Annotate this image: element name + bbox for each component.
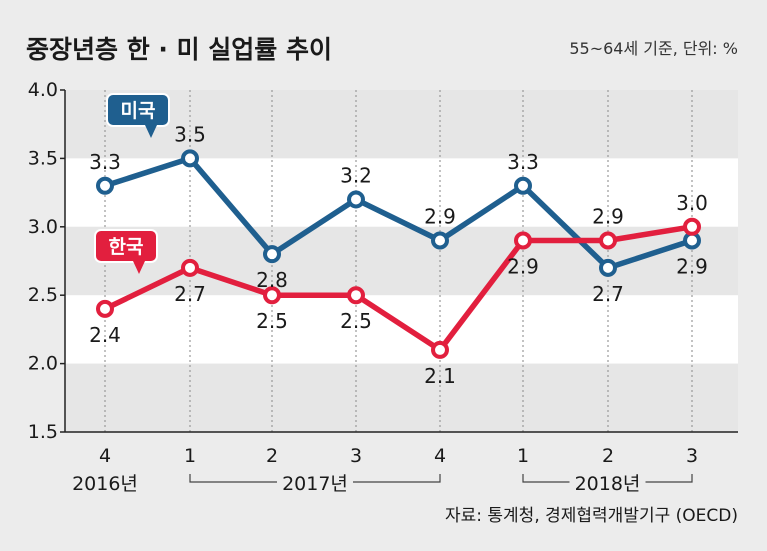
- x-tick-label: 4: [434, 445, 446, 467]
- x-tick-label: 1: [184, 445, 196, 467]
- y-tick-label: 2.0: [28, 353, 58, 375]
- series-callout-pointer: [133, 261, 145, 274]
- x-tick-label: 3: [350, 445, 362, 467]
- data-label-us: 3.2: [340, 163, 372, 187]
- year-label: 2018년: [575, 473, 641, 495]
- data-label-korea: 2.9: [507, 254, 539, 278]
- series-callout-box: [94, 229, 158, 263]
- data-label-us: 2.9: [424, 204, 456, 228]
- year-group-labels: 2016년 2017년 2018년: [72, 470, 693, 495]
- data-label-us: 2.9: [676, 254, 708, 278]
- unit-note: 55~64세 기준, 단위: %: [569, 39, 738, 58]
- x-tick-label: 2: [602, 445, 614, 467]
- series-name: 한국: [109, 236, 144, 258]
- series-line-korea: [103, 224, 693, 353]
- y-tick-label: 3.0: [28, 216, 58, 238]
- data-label-korea: 2.1: [424, 364, 456, 388]
- data-label-us: 2.7: [592, 282, 624, 306]
- series-callout-pointer: [145, 125, 157, 138]
- data-label-korea: 2.9: [592, 204, 624, 228]
- data-label-us: 3.3: [89, 150, 121, 174]
- data-label-korea: 2.5: [340, 309, 372, 333]
- x-tick-label: 4: [99, 445, 111, 467]
- data-point-us: [514, 176, 532, 195]
- grid-band: [65, 295, 738, 364]
- year-label: 2016년: [72, 473, 138, 495]
- data-label-us: 3.5: [174, 122, 206, 146]
- series-points: [96, 149, 701, 359]
- series-callout-box: [106, 93, 170, 127]
- x-tick-label: 2: [266, 445, 278, 467]
- data-point-us: [431, 231, 449, 250]
- grid-band: [65, 158, 738, 227]
- year-label-bg: [569, 470, 646, 494]
- y-tick-label: 3.5: [28, 147, 58, 169]
- x-tick-label: 1: [517, 445, 529, 467]
- year-label-bg: [277, 470, 353, 494]
- data-point-korea: [263, 286, 281, 305]
- data-point-korea: [514, 231, 532, 250]
- data-label-us: 3.3: [507, 150, 539, 174]
- data-label-korea: 2.5: [256, 309, 288, 333]
- data-point-korea: [347, 286, 365, 305]
- y-tick-labels: 4.0 3.5 3.0 2.5 2.0 1.5: [28, 79, 65, 443]
- source-note: 자료: 통계청, 경제협력개발기구 (OECD): [445, 506, 738, 526]
- data-labels: 3.3 3.5 2.8 3.2 2.9 3.3 2.7 2.9 2.4 2.7 2.5 2.5 2.1 2…: [89, 122, 708, 388]
- data-point-korea: [431, 340, 449, 359]
- data-label-korea: 2.7: [174, 282, 206, 306]
- data-point-korea: [96, 299, 114, 318]
- data-point-us: [96, 176, 114, 195]
- data-point-us: [263, 245, 281, 264]
- series-lines: [103, 155, 693, 353]
- data-point-us: [599, 258, 617, 277]
- data-point-us: [181, 149, 199, 168]
- chart-title: 중장년층 한 · 미 실업률 추이: [26, 35, 332, 64]
- data-label-korea: 3.0: [676, 191, 708, 215]
- year-label: 2017년: [282, 473, 348, 495]
- y-tick-label: 4.0: [28, 79, 58, 101]
- y-tick-label: 1.5: [28, 421, 58, 443]
- data-label-korea: 2.4: [89, 323, 121, 347]
- x-tick-label: 3: [686, 445, 698, 467]
- data-point-korea: [181, 258, 199, 277]
- series-line-us: [104, 155, 693, 271]
- x-tick-labels: 4 1 2 3 4 1 2 3: [99, 445, 698, 467]
- data-point-korea: [599, 231, 617, 250]
- grid-band: [65, 363, 738, 432]
- data-point-us: [347, 190, 365, 209]
- grid-band: [65, 90, 738, 159]
- y-tick-label: 2.5: [28, 284, 58, 306]
- series-name: 미국: [121, 100, 156, 122]
- data-point-korea: [683, 217, 701, 236]
- data-label-us: 2.8: [256, 268, 288, 292]
